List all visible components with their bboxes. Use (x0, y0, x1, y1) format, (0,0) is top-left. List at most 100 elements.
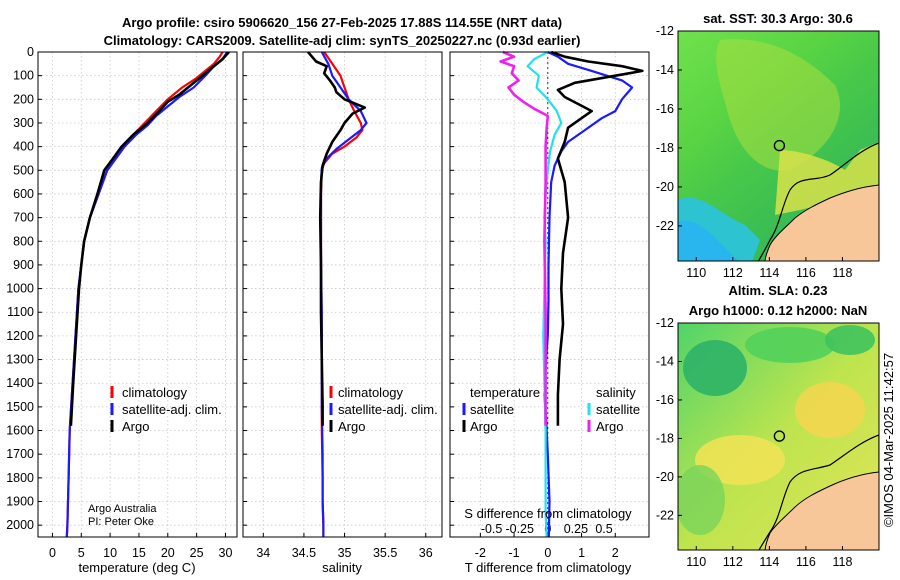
x-tick-label: 35.5 (373, 546, 397, 560)
sla-float-marker (773, 430, 786, 442)
map-y-tick-label: -18 (656, 141, 674, 155)
y-tick-label: 1700 (6, 447, 34, 461)
x-tick-label: 25 (190, 546, 204, 560)
series-satellite (65, 51, 229, 538)
figure-title-line-1: Argo profile: csiro 5906620_156 27-Feb-2… (122, 15, 562, 30)
x-tick-label: 35 (338, 546, 352, 560)
map-y-tick-label: -12 (656, 24, 674, 38)
x-tick-label: 2 (612, 546, 619, 560)
legend-label-satellite-salinity: satellite (596, 402, 640, 417)
temperature-panel: 0 5 10 15 20 25 300100200300400500600700800900… (6, 45, 238, 560)
sla-low-patch (678, 465, 725, 535)
map-x-tick-label: 118 (832, 555, 852, 569)
legend-label-climatology: climatology (338, 385, 404, 400)
series-argo (307, 51, 367, 426)
y-tick-label: 100 (13, 69, 34, 83)
y-tick-label: 1500 (6, 400, 34, 414)
plot-frame (242, 51, 443, 538)
map-y-tick-label: -18 (656, 431, 674, 445)
sla-low-patch (825, 325, 875, 355)
map-y-tick-label: -14 (656, 354, 674, 368)
y-tick-label: 200 (13, 92, 34, 106)
credit-pi: PI: Peter Oke (88, 516, 154, 528)
map-y-tick-label: -14 (656, 63, 674, 77)
y-tick-label: 1800 (6, 471, 34, 485)
legend-label-argo: Argo (122, 419, 149, 434)
map-x-tick-label: 110 (686, 555, 706, 569)
sla-map-axes: 110 112 114 116 118 -12 -14 -16 -18 -20 -22 (656, 316, 853, 569)
difference-legend: temperature salinity satellite Argo sate… (462, 385, 640, 434)
map-x-tick-label: 116 (796, 266, 816, 280)
y-tick-label: 400 (13, 140, 34, 154)
y-tick-label: 0 (27, 45, 34, 59)
legend-label-climatology: climatology (122, 385, 188, 400)
y-tick-label: 800 (13, 234, 34, 248)
temperature-x-axis-label: temperature (deg C) (78, 560, 195, 575)
sla-map-title-line-1: Altim. SLA: 0.23 (729, 283, 828, 298)
salinity-panel: 34 34.5 35 35.5 36 (242, 51, 443, 560)
s-axis-tick-label: 0.25 (564, 522, 588, 536)
series-argo-salinity (499, 50, 550, 426)
map-x-tick-label: 114 (759, 555, 779, 569)
x-tick-label: 34 (256, 546, 270, 560)
sst-coastal-warm (775, 142, 879, 215)
x-tick-label: 15 (132, 546, 146, 560)
legend-label-satellite: satellite-adj. clim. (338, 402, 438, 417)
map-y-tick-label: -22 (656, 508, 674, 522)
sla-high-patch (695, 435, 785, 485)
y-tick-label: 900 (13, 258, 34, 272)
map-x-tick-label: 110 (686, 266, 706, 280)
sst-map-axes: 110 112 114 116 118 -12 -14 -16 -18 -20 -22 (656, 24, 853, 280)
series-argo-temperature (550, 50, 644, 426)
x-tick-label: 1 (578, 546, 585, 560)
plot-frame (37, 51, 238, 538)
credit-group: Argo Australia (88, 503, 157, 515)
map-y-tick-label: -20 (656, 180, 674, 194)
sla-map-frame (677, 322, 880, 551)
legend-header-salinity: salinity (596, 385, 636, 400)
y-tick-label: 1000 (6, 282, 34, 296)
salinity-x-axis-label: salinity (322, 560, 362, 575)
timestamp-stamp: ©IMOS 04-Mar-2025 11:42:57 (881, 353, 896, 527)
legend-label-satellite-temperature: satellite (470, 402, 514, 417)
figure-title-line-2: Climatology: CARS2009. Satellite-adj cli… (104, 33, 581, 48)
x-tick-label: 20 (161, 546, 175, 560)
x-tick-label: -2 (475, 546, 486, 560)
sst-map-frame (677, 30, 880, 262)
sst-bathymetry-contour (757, 142, 879, 261)
legend-header-temperature: temperature (470, 385, 540, 400)
sla-low-patch (745, 327, 835, 363)
sla-bathymetry-contour (758, 434, 879, 550)
x-tick-label: -1 (509, 546, 520, 560)
difference-panel: -2 -1 0 1 2-0.5 -0.25 0 0.25 0.5 (449, 50, 650, 560)
sla-map (678, 323, 879, 550)
map-x-tick-label: 116 (796, 555, 816, 569)
y-tick-label: 1900 (6, 495, 34, 509)
y-tick-label: 1200 (6, 329, 34, 343)
sla-land (764, 471, 879, 550)
s-difference-axis-label: S difference from climatology (464, 506, 632, 521)
y-tick-label: 300 (13, 116, 34, 130)
legend-label-argo: Argo (338, 419, 365, 434)
sla-low-patch (683, 340, 747, 396)
sst-map-title: sat. SST: 30.3 Argo: 30.6 (703, 11, 853, 26)
x-tick-label: 30 (219, 546, 233, 560)
salinity-legend: climatology satellite-adj. clim. Argo (329, 385, 438, 434)
y-tick-label: 700 (13, 211, 34, 225)
y-tick-label: 2000 (6, 518, 34, 532)
x-tick-label: 36 (419, 546, 433, 560)
s-axis-tick-label: 0.5 (595, 522, 612, 536)
legend-label-argo-temperature: Argo (470, 419, 497, 434)
x-tick-label: 5 (78, 546, 85, 560)
map-y-tick-label: -16 (656, 393, 674, 407)
s-axis-tick-label: -0.25 (505, 522, 534, 536)
legend-label-satellite: satellite-adj. clim. (122, 402, 222, 417)
x-tick-label: 34.5 (292, 546, 316, 560)
y-tick-label: 500 (13, 163, 34, 177)
sst-float-marker (773, 139, 786, 152)
map-x-tick-label: 112 (723, 555, 743, 569)
sst-coldest-water (678, 220, 739, 261)
series-argo (69, 51, 230, 426)
x-tick-label: 0 (544, 546, 551, 560)
